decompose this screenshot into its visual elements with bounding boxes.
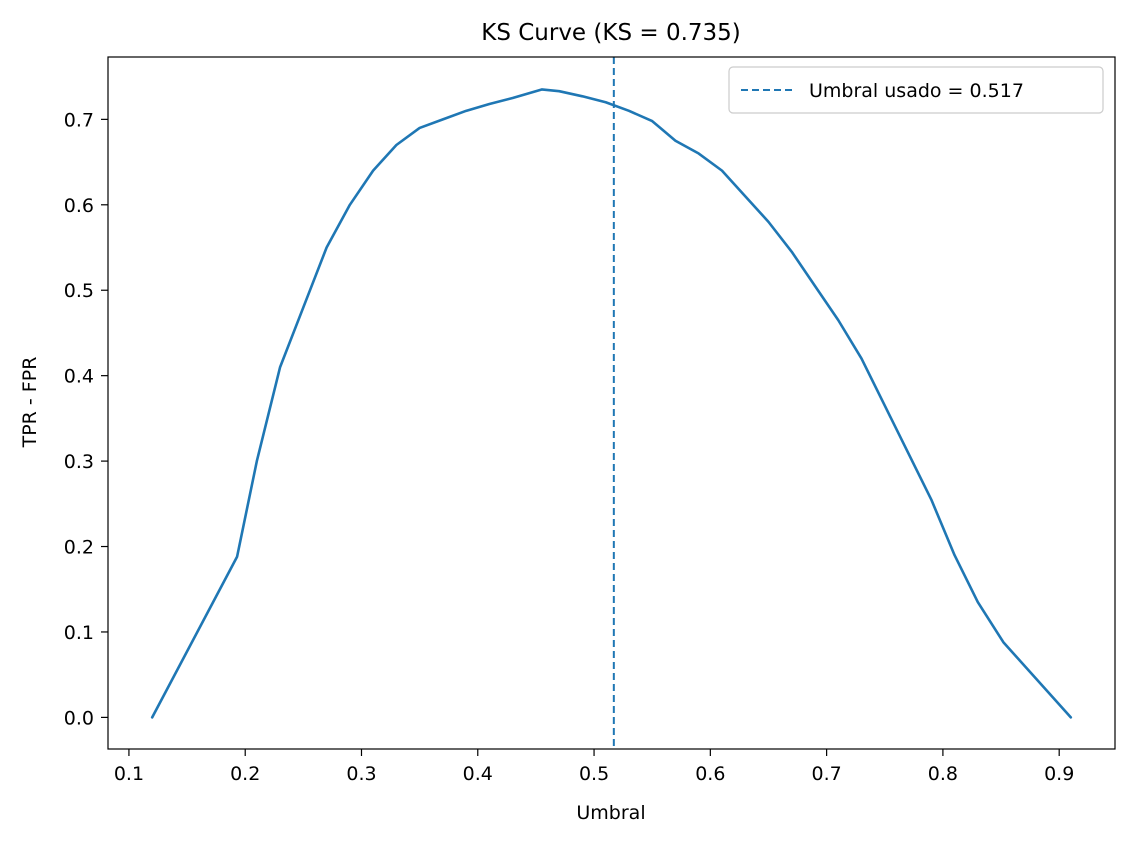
axis-ticks: 0.1 0.2 0.3 0.4 0.5 0.6 0.7 0.8 0.9 0.0 0.1 0.2 0.3 0… <box>64 109 1075 785</box>
x-tick-label: 0.5 <box>579 763 609 785</box>
x-tick-label: 0.3 <box>346 763 376 785</box>
x-tick-label: 0.4 <box>463 763 493 785</box>
y-tick-label: 0.7 <box>64 109 94 131</box>
y-tick-label: 0.2 <box>64 537 94 559</box>
x-tick-label: 0.9 <box>1044 763 1074 785</box>
x-tick-label: 0.7 <box>812 763 842 785</box>
y-tick-label: 0.6 <box>64 195 94 217</box>
x-tick-label: 0.2 <box>230 763 260 785</box>
x-tick-label: 0.1 <box>114 763 144 785</box>
y-tick-label: 0.3 <box>64 451 94 473</box>
x-axis-label: Umbral <box>576 802 645 824</box>
chart-title: KS Curve (KS = 0.735) <box>481 20 741 46</box>
legend: Umbral usado = 0.517 <box>728 66 1104 114</box>
y-tick-label: 0.5 <box>64 280 94 302</box>
legend-entry-label: Umbral usado = 0.517 <box>809 80 1024 102</box>
plot-frame <box>107 56 1116 750</box>
ks-curve-line <box>150 88 1073 719</box>
plot-area <box>150 57 1073 749</box>
legend-box <box>728 66 1104 114</box>
y-axis-label: TPR - FPR <box>19 357 41 449</box>
x-tick-label: 0.6 <box>695 763 725 785</box>
x-tick-label: 0.8 <box>928 763 958 785</box>
y-tick-label: 0.0 <box>64 707 94 729</box>
y-tick-label: 0.4 <box>64 366 94 388</box>
y-tick-label: 0.1 <box>64 622 94 644</box>
